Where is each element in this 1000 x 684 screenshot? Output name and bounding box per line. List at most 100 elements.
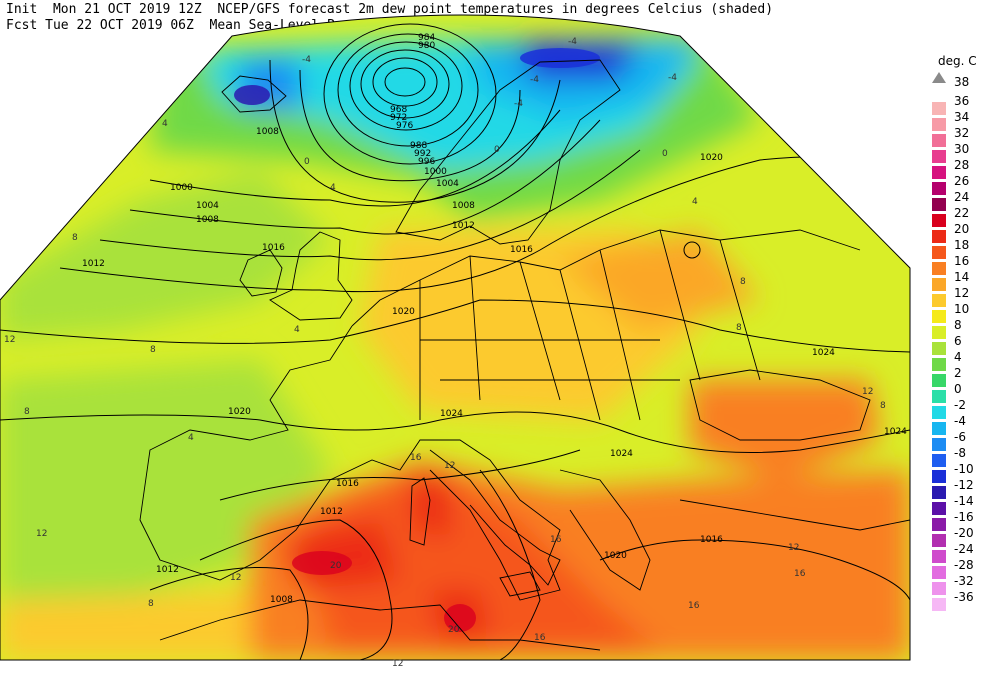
legend-label: 36 [954,94,970,108]
legend-swatch [932,150,946,163]
legend-entry: -32 [932,574,992,596]
isobar-label: 1024 [812,348,835,358]
isobar-label: 1016 [262,243,285,253]
isobar-label: 1008 [270,595,293,605]
legend-label: -32 [954,574,974,588]
isobar-label: 1012 [452,221,475,231]
dewpoint-label: 8 [72,233,78,243]
dewpoint-label: 16 [410,453,422,463]
legend-label: -10 [954,462,974,476]
legend-label: 16 [954,254,970,268]
dewpoint-label: 4 [188,433,194,443]
legend-swatch [932,198,946,211]
dewpoint-label: 4 [294,325,300,335]
legend-swatch [932,550,946,563]
isobar-label: 988 [410,141,427,151]
legend-swatch [932,214,946,227]
legend-swatch [932,518,946,531]
legend-entry: 32 [932,126,992,148]
legend-label: -20 [954,526,974,540]
dewpoint-label: 16 [534,633,546,643]
legend-label: 0 [954,382,962,396]
legend-swatch [932,374,946,387]
legend-entry: -28 [932,558,992,580]
dewpoint-label: 16 [550,535,562,545]
dewpoint-label: 8 [880,401,886,411]
legend-label: -2 [954,398,966,412]
legend-swatch [932,230,946,243]
isobar-label: 1016 [510,245,533,255]
legend-label: -24 [954,542,974,556]
legend-label: 28 [954,158,970,172]
dewpoint-label: 12 [444,461,455,471]
isobar-label: 968 [390,105,407,115]
legend-swatch [932,470,946,483]
forecast-title: NCEP/GFS forecast 2m dew point temperatu… [217,2,774,17]
dewpoint-label: 20 [448,625,460,635]
isobar-label: 1012 [320,507,343,517]
isobar-label: 1020 [392,307,415,317]
dewpoint-label: -4 [568,37,577,47]
isobar-label: 1016 [700,535,723,545]
dewpoint-label: -4 [668,73,677,83]
isobar-label: 984 [418,33,435,43]
legend-swatch [932,438,946,451]
legend-entry: -36 [932,590,992,612]
legend-label: 18 [954,238,970,252]
legend-swatch [932,102,946,115]
dewpoint-label: 12 [4,335,15,345]
legend-top-label: 38 [954,75,970,89]
legend-entry: -6 [932,430,992,452]
dewpoint-label: 8 [736,323,742,333]
isobar-label: 1024 [610,449,633,459]
legend-entry: 24 [932,190,992,212]
isobar-label: 980 [418,41,435,51]
legend-entry: 0 [932,382,992,404]
legend-swatch [932,598,946,611]
legend-entry: -10 [932,462,992,484]
legend-label: -36 [954,590,974,604]
legend-entry: 4 [932,350,992,372]
legend-label: -28 [954,558,974,572]
legend-swatch [932,582,946,595]
dewpoint-label: 0 [494,145,500,155]
legend-swatch [932,454,946,467]
isobars [0,23,910,660]
legend-entry: 2 [932,366,992,388]
dewpoint-label: 4 [330,183,336,193]
legend-label: -14 [954,494,974,508]
legend-entry: 16 [932,254,992,276]
dewpoint-label: 0 [304,157,310,167]
dewpoint-label: 20 [330,561,342,571]
isobar-labels: 984 980 968 972 976 988 992 996 1000 100… [82,33,907,605]
isobar-label: 1012 [82,259,105,269]
legend-swatch [932,118,946,131]
legend-entry: -16 [932,510,992,532]
legend-entry: 20 [932,222,992,244]
isobar-label: 996 [418,157,435,167]
legend-entry: 22 [932,206,992,228]
legend-label: -8 [954,446,966,460]
isobar-label: 1020 [604,551,627,561]
isobar-label: 1008 [452,201,475,211]
header-line-1: Init Mon 21 OCT 2019 12Z NCEP/GFS foreca… [6,2,773,18]
legend-swatch [932,502,946,515]
init-time: Init Mon 21 OCT 2019 12Z [6,2,202,17]
isobar-label: 1016 [336,479,359,489]
dewpoint-label: 4 [692,197,698,207]
dewpoint-label: 16 [688,601,700,611]
isobar-label: 1024 [440,409,463,419]
legend-swatch [932,534,946,547]
legend-swatch [932,262,946,275]
legend-entry: 34 [932,110,992,132]
legend-label: 32 [954,126,970,140]
legend-swatch [932,326,946,339]
legend-entry: 14 [932,270,992,292]
map-canvas: 984 980 968 972 976 988 992 996 1000 100… [0,14,911,669]
legend-entry: 10 [932,302,992,324]
legend-entry: 6 [932,334,992,356]
legend-entry: -24 [932,542,992,564]
legend-label: 4 [954,350,962,364]
legend-swatch [932,342,946,355]
legend-entry: -12 [932,478,992,500]
